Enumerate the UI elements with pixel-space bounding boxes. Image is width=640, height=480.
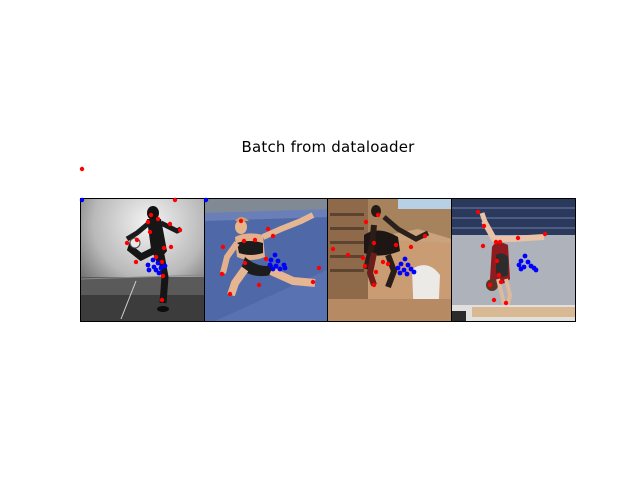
- figure-title: Batch from dataloader: [241, 138, 415, 156]
- panel-4-beam-gymnast: [451, 199, 575, 321]
- panel-3-photo: [328, 199, 451, 321]
- panel-1-photo: [81, 199, 204, 321]
- keypoints-blue: [79, 197, 539, 277]
- panel-4-photo: [451, 199, 575, 321]
- panel-1-soccer-kick: [81, 199, 205, 321]
- keypoints-red: [79, 166, 548, 306]
- panel-3-building-flip: [328, 199, 452, 321]
